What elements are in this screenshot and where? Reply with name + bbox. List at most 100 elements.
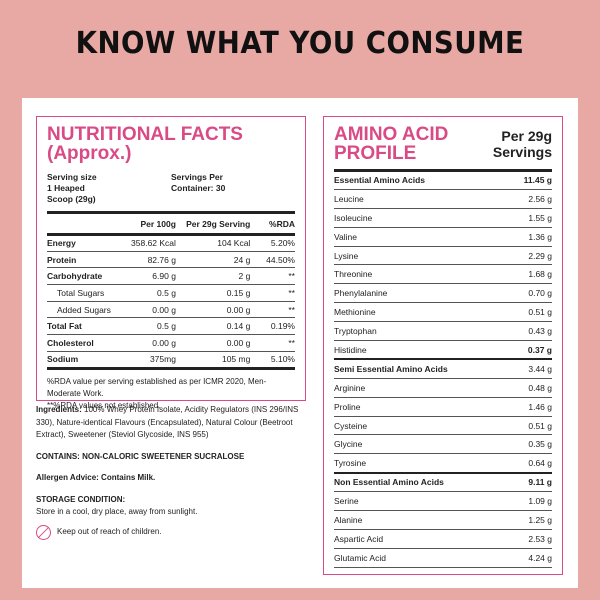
amino-value: 1.68 g	[508, 264, 552, 285]
value-rda: 5.10%	[250, 351, 295, 370]
amino-name: Methionine	[334, 302, 509, 323]
amino-name: Alanine	[334, 510, 509, 530]
amino-name: Leucine	[334, 189, 509, 209]
amino-value: 2.53 g	[508, 529, 552, 549]
value-rda: 44.50%	[250, 251, 295, 269]
nutrient-name: Total Fat	[47, 317, 122, 336]
value-per100: 0.5 g	[121, 317, 176, 336]
amino-name: Threonine	[334, 264, 509, 285]
amino-value: 0.37 g	[508, 340, 552, 360]
amino-name: Isoleucine	[334, 208, 509, 228]
value-rda: **	[250, 334, 295, 352]
amino-row: Valine 1.36 g	[334, 227, 552, 247]
value-per100: 0.00 g	[121, 334, 176, 352]
amino-value: 0.35 g	[508, 434, 552, 455]
amino-name: Phenylalanine	[334, 283, 509, 304]
servings-per-container: Servings Per Container: 30	[171, 172, 295, 205]
nutrition-row: Protein 82.76 g 24 g 44.50%	[47, 251, 295, 269]
amino-group-row: Non Essential Amino Acids 9.11 g	[334, 471, 552, 493]
ingredients: Ingredients: 100% Whey Protein Isolate, …	[36, 404, 316, 442]
value-per100: 82.76 g	[121, 251, 176, 269]
rda-notes: %RDA value per serving established as pe…	[47, 376, 295, 412]
amino-value: 1.36 g	[508, 227, 552, 247]
nutrient-name: Total Sugars	[47, 284, 122, 302]
amino-title: AMINO ACID PROFILE	[334, 125, 448, 163]
value-per29: 2 g	[175, 267, 251, 286]
amino-row: Aspartic Acid 2.53 g	[334, 529, 552, 549]
amino-value: 0.51 g	[508, 416, 552, 436]
amino-title-line1: AMINO ACID	[334, 124, 449, 145]
amino-group-row: Essential Amino Acids 11.45 g	[334, 170, 552, 190]
value-rda: 0.19%	[250, 317, 295, 336]
amino-value: 1.55 g	[508, 208, 552, 228]
nutrition-row: Cholesterol 0.00 g 0.00 g **	[47, 334, 295, 352]
nutrient-name: Sodium	[47, 351, 122, 370]
page-headline: KNOW WHAT YOU CONSUME	[75, 26, 525, 61]
nutrient-name: Protein	[47, 251, 122, 269]
col-header-nutrient	[47, 214, 122, 236]
amino-row: Lysine 2.29 g	[334, 246, 552, 266]
value-per100: 0.5 g	[121, 284, 176, 302]
amino-title-line2: PROFILE	[334, 143, 417, 164]
amino-value: 1.25 g	[508, 510, 552, 530]
col-header-per100: Per 100g	[121, 214, 176, 236]
label-panel: NUTRITIONAL FACTS (Approx.) Serving size…	[22, 98, 578, 588]
nutrition-title: NUTRITIONAL FACTS (Approx.)	[47, 125, 295, 163]
amino-value: 1.09 g	[508, 491, 552, 512]
nutrition-row: Sodium 375mg 105 mg 5.10%	[47, 351, 295, 370]
amino-value: 9.11 g	[508, 471, 552, 493]
amino-value: 11.45 g	[508, 170, 552, 190]
amino-name: Serine	[334, 491, 509, 512]
amino-row: Methionine 0.51 g	[334, 302, 552, 323]
nutrition-row: Added Sugars 0.00 g 0.00 g **	[47, 301, 295, 319]
allergen-text: Allergen Advice: Contains Milk.	[36, 473, 156, 482]
value-rda: 5.20%	[250, 234, 295, 252]
nutrition-table: Per 100g Per 29g Serving %RDA Energy 358.…	[47, 214, 295, 370]
value-per29: 24 g	[175, 251, 251, 269]
amino-serving-line2: Servings	[492, 144, 552, 160]
value-per29: 0.00 g	[175, 301, 251, 319]
value-per100: 375mg	[121, 351, 176, 370]
amino-name: Glycine	[334, 434, 509, 455]
rda-note-2: **%RDA values not established.	[47, 400, 161, 410]
product-info: Ingredients: 100% Whey Protein Isolate, …	[36, 404, 316, 540]
amino-name: Aspartic Acid	[334, 529, 509, 549]
storage: STORAGE CONDITION: Store in a cool, dry …	[36, 494, 316, 519]
amino-value: 0.48 g	[508, 378, 552, 398]
value-per100: 358.62 Kcal	[121, 234, 176, 252]
amino-name: Valine	[334, 227, 509, 247]
nutrition-facts-box: NUTRITIONAL FACTS (Approx.) Serving size…	[36, 116, 306, 410]
amino-name: Essential Amino Acids	[334, 170, 509, 190]
amino-row: Arginine 0.48 g	[334, 378, 552, 398]
amino-row: Phenylalanine 0.70 g	[334, 283, 552, 304]
nutrition-row: Total Fat 0.5 g 0.14 g 0.19%	[47, 317, 295, 336]
children-warning: Keep out of reach of children.	[36, 524, 316, 540]
nutrition-header-row: Per 100g Per 29g Serving %RDA	[47, 214, 295, 236]
servings-per-label: Servings Per	[171, 172, 223, 182]
amino-value: 0.64 g	[508, 453, 552, 474]
amino-row: Leucine 2.56 g	[334, 189, 552, 209]
nutrient-name: Cholesterol	[47, 334, 122, 352]
amino-row: Cysteine 0.51 g	[334, 416, 552, 436]
amino-row: Alanine 1.25 g	[334, 510, 552, 530]
amino-row: Tyrosine 0.64 g	[334, 453, 552, 474]
servings-per-value: Container: 30	[171, 183, 226, 193]
value-per29: 0.00 g	[175, 334, 251, 352]
amino-value: 0.43 g	[508, 321, 552, 342]
amino-row: Threonine 1.68 g	[334, 264, 552, 285]
children-warning-text: Keep out of reach of children.	[57, 526, 162, 536]
amino-value: 1.46 g	[508, 397, 552, 417]
nutrition-body: Energy 358.62 Kcal 104 Kcal 5.20% Protein 82.…	[47, 234, 295, 370]
value-rda: **	[250, 301, 295, 319]
amino-body: Essential Amino Acids 11.45 g Leucine 2.56 …	[334, 170, 552, 568]
col-header-per29: Per 29g Serving	[175, 214, 251, 236]
value-per29: 0.14 g	[175, 317, 251, 336]
nutrition-title-line2: (Approx.)	[47, 143, 132, 164]
amino-value: 0.70 g	[508, 283, 552, 304]
amino-value: 0.51 g	[508, 302, 552, 323]
nutrient-name: Energy	[47, 234, 122, 252]
ingredients-text: 100% Whey Protein Isolate, Acidity Regul…	[36, 405, 299, 439]
amino-name: Proline	[334, 397, 509, 417]
amino-serving: Per 29g Servings	[493, 128, 552, 160]
nutrient-name: Added Sugars	[47, 301, 122, 319]
